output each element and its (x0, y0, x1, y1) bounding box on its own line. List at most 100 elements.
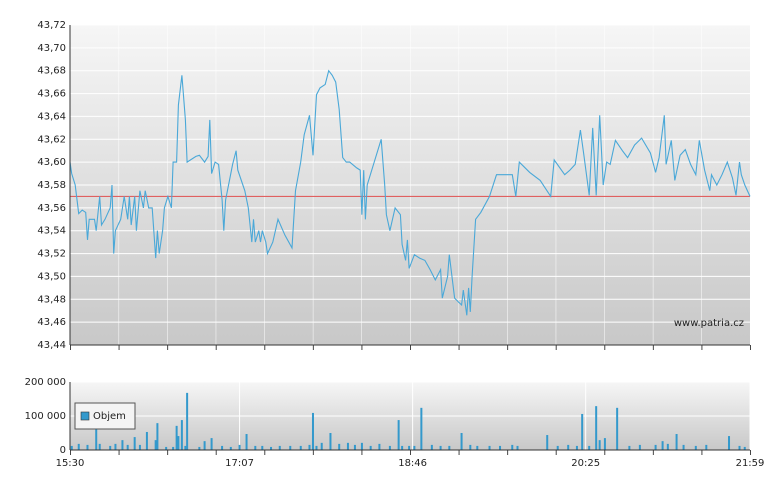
volume-bar (95, 427, 98, 450)
volume-bar (546, 435, 549, 450)
volume-bar (210, 438, 213, 450)
volume-bar (186, 392, 189, 450)
volume-bar (270, 446, 273, 450)
volume-bar (245, 434, 248, 450)
volume-bar (476, 445, 479, 450)
volume-bar (353, 444, 356, 450)
y-tick-label: 200 000 (25, 377, 66, 388)
volume-bar (616, 407, 619, 450)
y-tick-label: 43,50 (37, 271, 66, 282)
volume-bar (138, 444, 141, 450)
volume-bar (567, 444, 570, 450)
volume-bar (311, 412, 314, 450)
x-tick-marks (70, 450, 751, 455)
legend-label: Objem (93, 411, 126, 422)
volume-bar (86, 444, 89, 450)
volume-bar (488, 445, 491, 450)
volume-bar (221, 445, 224, 450)
volume-bar (172, 446, 175, 450)
volume-bar (320, 442, 323, 450)
volume-bar (289, 445, 292, 450)
y-tick-label: 43,62 (37, 134, 66, 145)
x-tick-label: 20:25 (571, 458, 600, 469)
volume-bar (175, 425, 178, 450)
volume-bar (401, 445, 404, 450)
volume-bar (261, 445, 264, 450)
volume-bar (109, 445, 112, 450)
volume-bar (238, 444, 241, 450)
y-tick-label: 43,66 (37, 89, 66, 100)
volume-bar (728, 436, 731, 450)
volume-bar (516, 445, 519, 450)
volume-bar (499, 445, 502, 450)
volume-bar (98, 443, 101, 450)
y-tick-label: 43,68 (37, 66, 66, 77)
volume-bar (346, 442, 349, 450)
volume-bar (460, 433, 463, 450)
x-tick-label: 15:30 (56, 458, 85, 469)
volume-bar (666, 443, 669, 450)
y-tick-label: 43,70 (37, 43, 66, 54)
volume-bar (360, 442, 363, 450)
volume-bar (638, 444, 641, 450)
volume-bar (378, 443, 381, 450)
price-line (69, 69, 751, 316)
y-tick-label: 43,58 (37, 180, 66, 191)
volume-bar (469, 444, 472, 450)
y-tick-label: 43,72 (37, 20, 66, 31)
y-tick-label: 43,52 (37, 249, 66, 260)
volume-bar (439, 445, 442, 450)
volume-bar (229, 446, 232, 450)
x-tick-label: 17:07 (225, 458, 254, 469)
legend-swatch (80, 411, 90, 421)
volume-bar (511, 444, 514, 450)
volume-bar (278, 445, 281, 450)
volume-bar (156, 423, 159, 450)
volume-bar (413, 445, 416, 450)
volume-bar (198, 446, 201, 450)
volume-bar (661, 441, 664, 450)
y-tick-label: 43,54 (37, 226, 66, 237)
volume-bar (595, 406, 598, 450)
y-tick-label: 43,64 (37, 111, 66, 122)
volume-bar (628, 445, 631, 450)
volume-bar (184, 445, 187, 450)
volume-bar (448, 445, 451, 450)
volume-bar (575, 445, 578, 450)
volume-bar (315, 445, 318, 450)
volume-bar (654, 444, 657, 450)
volume-bar (177, 436, 180, 450)
volume-bar (675, 434, 678, 450)
volume-bar (77, 443, 80, 450)
volume-bar (581, 413, 584, 450)
volume-bar (588, 445, 591, 450)
volume-bar (165, 446, 168, 450)
x-tick-label: 21:59 (736, 458, 765, 469)
volume-bar (369, 445, 372, 450)
marks: 43,44 43,46 43,48 43,50 43,52 43,54 43,56 43,58… (25, 20, 765, 469)
volume-bar (743, 446, 746, 450)
volume-bar (598, 440, 601, 450)
volume-bar (603, 438, 606, 450)
volume-bar (682, 444, 685, 450)
volume-bar (388, 445, 391, 450)
volume-bar (70, 445, 73, 450)
volume-bar (145, 431, 148, 450)
volume-bar (254, 445, 257, 450)
y-tick-label: 43,48 (37, 294, 66, 305)
volume-bar (180, 420, 183, 450)
volume-bar (556, 445, 559, 450)
y-tick-label: 0 (60, 445, 66, 456)
x-tick-label: 18:46 (398, 458, 427, 469)
volume-bar (338, 443, 341, 450)
y-tick-label: 43,56 (37, 203, 66, 214)
volume-bar (397, 420, 400, 450)
volume-bar (329, 433, 332, 450)
y-tick-label: 43,46 (37, 317, 66, 328)
volume-bar (738, 445, 741, 450)
volume-bar (126, 444, 129, 450)
volume-bar (705, 444, 708, 450)
volume-bar (203, 441, 206, 450)
volume-bar (408, 445, 411, 450)
